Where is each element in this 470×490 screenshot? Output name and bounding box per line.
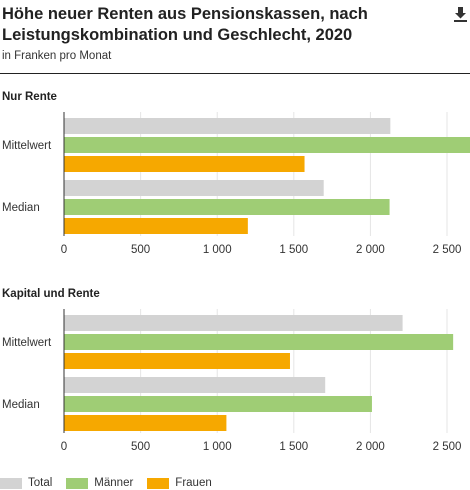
chart-subtitle: in Franken pro Monat (2, 50, 112, 62)
x-tick-label: 1 000 (203, 244, 232, 256)
legend-label-maenner: Männer (94, 477, 134, 489)
legend-item-frauen[interactable]: Frauen (147, 477, 212, 489)
x-tick-label: 1 000 (203, 441, 232, 453)
bar (64, 396, 372, 412)
bar (64, 156, 305, 172)
x-tick-label: 1 500 (279, 441, 308, 453)
x-tick-label: 1 500 (279, 244, 308, 256)
legend-label-frauen: Frauen (175, 477, 212, 489)
x-tick-label: 500 (131, 244, 150, 256)
x-tick-label: 500 (131, 441, 150, 453)
bar (64, 199, 390, 215)
bar (64, 118, 391, 134)
download-icon[interactable] (451, 5, 470, 24)
legend: Total Männer Frauen (0, 477, 226, 489)
bar (64, 353, 290, 369)
category-label: Mittelwert (2, 140, 52, 152)
x-tick-label: 0 (61, 441, 67, 453)
x-tick-label: 2 500 (433, 441, 462, 453)
bar (64, 180, 324, 196)
bar (64, 218, 248, 234)
panel-title: Nur Rente (2, 91, 57, 103)
x-tick-label: 2 000 (356, 244, 385, 256)
bar (64, 377, 326, 393)
chart-title: Höhe neuer Renten aus Pensionskassen, na… (2, 5, 368, 44)
bar (64, 315, 403, 331)
category-label: Median (2, 399, 40, 411)
category-label: Mittelwert (2, 337, 52, 349)
x-tick-label: 2 000 (356, 441, 385, 453)
category-label: Median (2, 202, 40, 214)
legend-swatch-total (0, 477, 22, 489)
bar-chart: Nur Rente 0 500 1 000 1 500 2 000 2 500 Mittelw… (2, 91, 470, 453)
bar (64, 334, 454, 350)
bar (64, 415, 227, 431)
bar (64, 137, 470, 153)
legend-item-total[interactable]: Total (0, 477, 52, 489)
x-tick-label: 0 (61, 244, 67, 256)
legend-item-maenner[interactable]: Männer (66, 477, 133, 489)
panel-title: Kapital und Rente (2, 288, 100, 300)
x-tick-label: 2 500 (433, 244, 462, 256)
legend-swatch-frauen (147, 477, 170, 489)
header-divider (0, 73, 470, 74)
legend-label-total: Total (28, 477, 53, 489)
legend-swatch-maenner (66, 477, 89, 489)
